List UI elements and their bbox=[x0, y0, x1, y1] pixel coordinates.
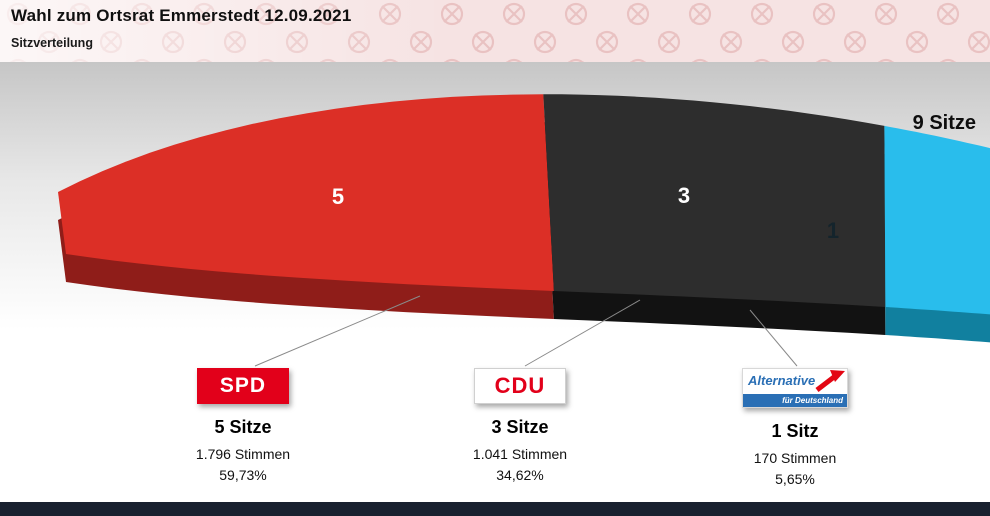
page-title: Wahl zum Ortsrat Emmerstedt 12.09.2021 bbox=[11, 6, 352, 25]
segment-cdu bbox=[543, 94, 886, 307]
legend-spd: SPD 5 Sitze 1.796 Stimmen 59,73% bbox=[151, 368, 335, 483]
leader-line-cdu bbox=[524, 299, 641, 367]
header-text: Wahl zum Ortsrat Emmerstedt 12.09.2021 S… bbox=[11, 6, 352, 50]
cdu-logo-text: CDU bbox=[494, 373, 546, 398]
page-subtitle: Sitzverteilung bbox=[11, 36, 93, 50]
afd-logo-strip: für Deutschland bbox=[743, 394, 847, 407]
spd-percent-label: 59,73% bbox=[219, 467, 267, 483]
total-seats-label: 9 Sitze bbox=[912, 112, 976, 134]
cdu-seats-label: 3 Sitze bbox=[491, 417, 549, 437]
afd-logo-subtext: für Deutschland bbox=[782, 396, 843, 405]
afd-percent-label: 5,65% bbox=[775, 471, 815, 487]
afd-votes-label: 170 Stimmen bbox=[753, 450, 837, 466]
segment-label-afd: 1 bbox=[826, 218, 840, 243]
segment-spd bbox=[58, 94, 554, 291]
segment-label-cdu: 3 bbox=[677, 183, 691, 208]
spd-logo: SPD bbox=[197, 368, 289, 404]
cdu-logo: CDU bbox=[474, 368, 566, 404]
header: Wahl zum Ortsrat Emmerstedt 12.09.2021 S… bbox=[0, 0, 990, 62]
spd-votes-label: 1.796 Stimmen bbox=[195, 446, 291, 462]
segment-label-spd: 5 bbox=[331, 184, 345, 209]
afd-seats-label: 1 Sitz bbox=[771, 421, 819, 441]
legend-afd: Alternative für Deutschland 1 Sitz 170 S… bbox=[703, 368, 887, 487]
leader-line-afd bbox=[749, 309, 798, 367]
cdu-votes-label: 1.041 Stimmen bbox=[472, 446, 568, 462]
spd-logo-text: SPD bbox=[219, 374, 267, 397]
segment-afd bbox=[884, 125, 990, 315]
afd-logo-text: Alternative bbox=[748, 373, 816, 388]
leader-line-spd bbox=[254, 295, 421, 367]
footer-bar bbox=[0, 502, 990, 516]
legend-cdu: CDU 3 Sitze 1.041 Stimmen 34,62% bbox=[428, 368, 612, 483]
cdu-percent-label: 34,62% bbox=[496, 467, 544, 483]
spd-seats-label: 5 Sitze bbox=[214, 417, 272, 437]
header-fade bbox=[0, 0, 990, 62]
afd-logo: Alternative für Deutschland bbox=[742, 368, 848, 408]
afd-arrow-icon bbox=[815, 370, 845, 392]
